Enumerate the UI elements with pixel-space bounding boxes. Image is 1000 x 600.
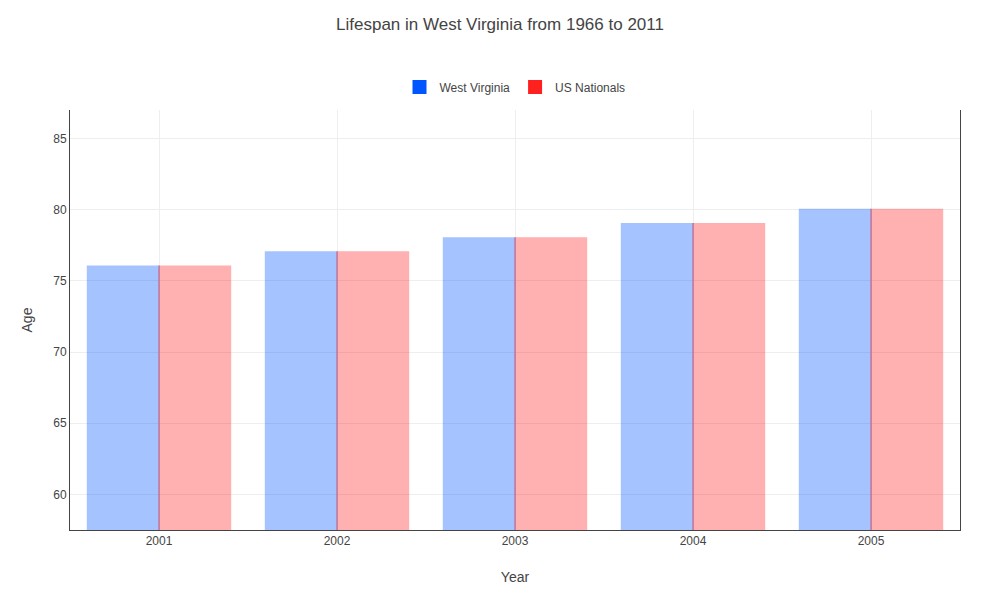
svg-text:75: 75 — [53, 274, 67, 288]
svg-text:2003: 2003 — [502, 534, 529, 548]
svg-text:West Virginia: West Virginia — [440, 81, 511, 95]
svg-text:60: 60 — [53, 488, 67, 502]
svg-text:Lifespan in West Virginia from: Lifespan in West Virginia from 1966 to 2… — [336, 15, 664, 34]
svg-text:2002: 2002 — [324, 534, 351, 548]
svg-text:Age: Age — [19, 307, 35, 332]
svg-text:2005: 2005 — [858, 534, 885, 548]
svg-text:2004: 2004 — [680, 534, 707, 548]
svg-text:80: 80 — [53, 203, 67, 217]
svg-text:70: 70 — [53, 345, 67, 359]
svg-text:Year: Year — [501, 569, 530, 585]
svg-text:85: 85 — [53, 132, 67, 146]
svg-text:2001: 2001 — [146, 534, 173, 548]
svg-text:US Nationals: US Nationals — [555, 81, 625, 95]
svg-text:65: 65 — [53, 416, 67, 430]
